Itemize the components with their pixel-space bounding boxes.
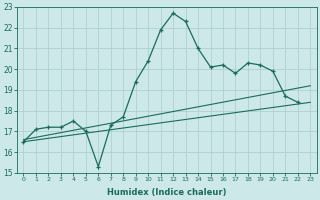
X-axis label: Humidex (Indice chaleur): Humidex (Indice chaleur) xyxy=(107,188,227,197)
